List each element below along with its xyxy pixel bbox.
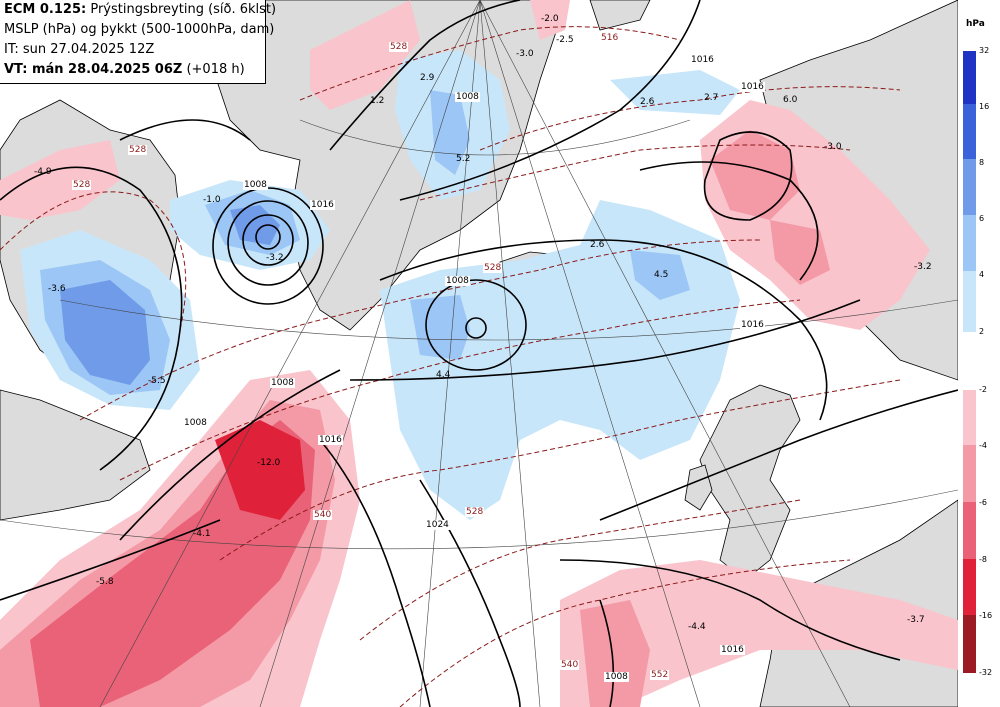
legend-tick: 2: [979, 327, 985, 336]
change-label: 1.2: [370, 96, 385, 106]
legend-tick: 8: [979, 158, 985, 167]
fall-northwest: [0, 140, 120, 220]
chart-info-box: ECM 0.125: Prýstingsbreyting (síð. 6klst…: [0, 0, 276, 84]
legend-tick: 16: [979, 102, 990, 111]
model-name: ECM 0.125:: [4, 2, 87, 17]
legend-swatch-rise: [963, 51, 976, 104]
thickness-label: 516: [600, 33, 620, 43]
legend-tick: -4: [979, 441, 987, 450]
isobar-label: 1008: [270, 378, 295, 388]
change-label: -1.0: [203, 195, 221, 205]
fields-description: MSLP (hPa) og þykkt (500-1000hPa, dam): [4, 22, 275, 37]
forecast-hour: (+018 h): [186, 62, 245, 77]
thickness-label: 528: [72, 180, 92, 190]
change-label: -3.6: [48, 284, 66, 294]
legend-swatch-fall: [963, 615, 976, 673]
change-label: -5.5: [148, 376, 166, 386]
svalbard: [589, 0, 651, 31]
change-label: 4.4: [436, 370, 451, 380]
labrador-land: [0, 389, 151, 521]
isobar-label: 1016: [690, 55, 715, 65]
change-label: -3.0: [824, 142, 842, 152]
change-label: -12.0: [257, 458, 281, 468]
legend-tick: -2: [979, 385, 987, 394]
legend-swatch-fall: [963, 445, 976, 502]
isobar-label: 1008: [183, 418, 208, 428]
isobar-label: 1016: [720, 645, 745, 655]
valid-time-row: VT: mán 28.04.2025 06Z (+018 h): [4, 60, 265, 80]
thickness-label: 528: [128, 145, 148, 155]
legend-swatch-fall: [963, 559, 976, 615]
isobar-label: 1008: [445, 276, 470, 286]
change-label: -3.2: [266, 253, 284, 263]
legend-swatch-rise: [963, 104, 976, 159]
valid-time: VT: mán 28.04.2025 06Z: [4, 62, 183, 77]
isobar-label: 1008: [604, 672, 629, 682]
change-label: -4.1: [193, 529, 211, 539]
legend-swatch-rise: [963, 215, 976, 271]
change-label: -4.4: [688, 622, 706, 632]
change-label: 4.5: [654, 270, 669, 280]
legend-tick: -6: [979, 498, 987, 507]
legend-swatch-fall: [963, 502, 976, 559]
legend-swatch-rise: [963, 159, 976, 215]
change-label: -5.8: [96, 577, 114, 587]
change-label: 2.6: [640, 97, 655, 107]
isobar-label: 1016: [310, 200, 335, 210]
rise-north: [610, 70, 740, 115]
change-label: 6.0: [783, 95, 798, 105]
pressure-rise-shading: [20, 50, 740, 520]
thickness-label: 540: [313, 510, 333, 520]
change-label: -3.0: [516, 49, 534, 59]
low-iceland-center: [465, 317, 487, 339]
isobar-label: 1016: [740, 320, 765, 330]
change-label: -4.9: [34, 167, 52, 177]
legend-tick: -16: [979, 611, 993, 620]
change-label: -3.2: [914, 262, 932, 272]
ireland: [684, 464, 713, 511]
british-isles: [699, 384, 801, 581]
legend-tick: 6: [979, 214, 985, 223]
init-time: IT: sun 27.04.2025 12Z: [4, 42, 155, 57]
change-label: -2.5: [556, 35, 574, 45]
legend-unit: hPa: [966, 19, 985, 29]
graticule: [0, 0, 958, 707]
low-west-center: [255, 224, 281, 250]
isobar-label: 1016: [740, 82, 765, 92]
thickness-label: 528: [483, 263, 503, 273]
change-label: 2.7: [704, 93, 719, 103]
isobar-label: 1024: [425, 520, 450, 530]
map-canvas: [0, 0, 958, 707]
legend-swatch-rise: [963, 271, 976, 332]
legend-tick: -32: [979, 668, 993, 677]
legend-tick: -8: [979, 555, 987, 564]
thickness-contours: [0, 26, 901, 707]
change-label: -3.7: [907, 615, 925, 625]
title-row: ECM 0.125: Prýstingsbreyting (síð. 6klst…: [4, 0, 276, 20]
product-name: Prýstingsbreyting (síð. 6klst): [90, 2, 277, 17]
isobars: [0, 0, 958, 707]
legend-tick: 4: [979, 270, 985, 279]
thickness-label: 540: [560, 660, 580, 670]
thickness-label: 552: [650, 670, 670, 680]
isobar-label: 1008: [455, 92, 480, 102]
change-label: 2.6: [590, 240, 605, 250]
pressure-fall-shading: [0, 0, 958, 707]
isobar-label: 1016: [318, 435, 343, 445]
weather-map: -4.9 -3.6 -3.2 -1.0 -5.5 -3.0 -2.5 -2.0 …: [0, 0, 959, 707]
change-label: 5.2: [456, 154, 471, 164]
thickness-label: 528: [465, 507, 485, 517]
legend-tick: 32: [979, 46, 990, 55]
change-label: -2.0: [541, 14, 559, 24]
fall-greenland-north: [310, 0, 420, 110]
isobar-label: 1008: [243, 180, 268, 190]
change-label: 2.9: [420, 73, 435, 83]
legend-swatch-fall: [963, 390, 976, 445]
thickness-label: 528: [389, 42, 409, 52]
rise-iceland: [380, 200, 740, 520]
